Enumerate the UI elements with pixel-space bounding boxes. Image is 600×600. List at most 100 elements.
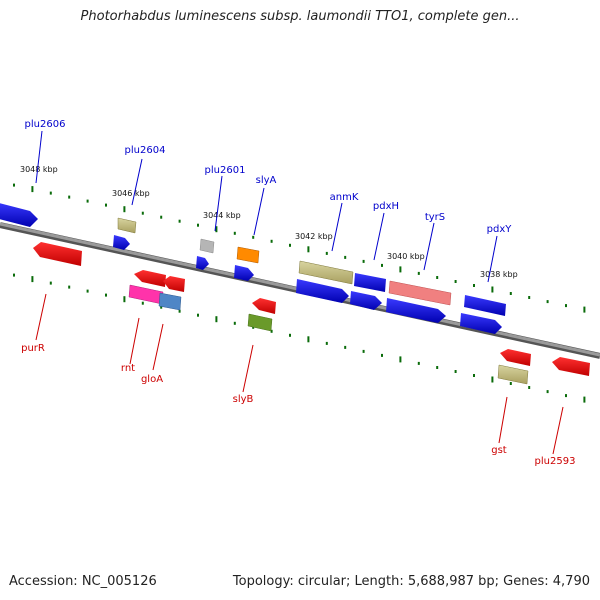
gene-label-plu2606[interactable]: plu2606 <box>25 119 66 130</box>
topology-summary: Topology: circular; Length: 5,688,987 bp… <box>232 574 590 589</box>
gene-block <box>113 235 130 250</box>
gene-block <box>33 242 82 266</box>
gene-label-anmK[interactable]: anmK <box>330 192 359 203</box>
minor-tick <box>233 231 236 235</box>
gene-label-plu2604[interactable]: plu2604 <box>125 145 166 156</box>
gene-block <box>354 273 386 292</box>
minor-tick <box>436 276 439 279</box>
major-tick <box>399 266 402 273</box>
gene-label-slyA[interactable]: slyA <box>256 175 277 186</box>
minor-tick <box>528 296 531 299</box>
scale-label: 3044 kbp <box>203 211 241 220</box>
minor-tick <box>417 361 420 365</box>
major-tick <box>123 296 126 303</box>
gene-label-slyB[interactable]: slyB <box>233 394 254 405</box>
minor-tick <box>528 386 531 389</box>
major-tick <box>307 336 310 343</box>
gene-block <box>252 298 276 314</box>
scale-ticks <box>13 183 586 403</box>
minor-tick <box>49 191 52 195</box>
map-title: Photorhabdus luminescens subsp. laumondi… <box>80 9 520 24</box>
major-tick <box>123 206 126 213</box>
minor-tick <box>141 211 144 215</box>
minor-tick <box>362 259 365 263</box>
gene-label-plu2593[interactable]: plu2593 <box>535 456 576 467</box>
scale-label: 3048 kbp <box>20 165 58 174</box>
minor-tick <box>289 333 291 337</box>
gene-block <box>134 270 166 287</box>
minor-tick <box>473 374 475 377</box>
gene-block <box>350 291 382 310</box>
minor-tick <box>509 292 512 295</box>
minor-tick <box>454 370 457 373</box>
gene-block <box>0 203 38 227</box>
minor-tick <box>509 382 512 385</box>
minor-tick <box>270 239 273 243</box>
minor-tick <box>454 280 457 283</box>
gene-label-plu2601[interactable]: plu2601 <box>205 165 246 176</box>
minor-tick <box>13 273 15 277</box>
major-tick <box>215 316 218 323</box>
minor-tick <box>13 183 15 187</box>
forward-leader-lines <box>35 130 498 283</box>
minor-tick <box>325 251 328 255</box>
gene-label-purR[interactable]: purR <box>21 343 45 354</box>
gene-block <box>460 313 502 334</box>
minor-tick <box>344 255 347 259</box>
forward-gene-blocks <box>0 203 506 334</box>
major-tick <box>491 286 494 293</box>
minor-tick <box>86 199 89 203</box>
minor-tick <box>362 349 365 353</box>
gene-block <box>497 364 529 385</box>
minor-tick <box>160 215 163 219</box>
minor-tick <box>141 301 144 305</box>
minor-tick <box>178 219 181 223</box>
minor-tick <box>381 353 383 357</box>
gene-block <box>117 217 137 234</box>
major-tick <box>583 396 586 403</box>
minor-tick <box>49 281 52 285</box>
minor-tick <box>289 243 291 247</box>
gene-label-pdxH[interactable]: pdxH <box>373 201 399 212</box>
reverse-gene-blocks <box>33 242 590 385</box>
gene-block <box>236 246 260 264</box>
gene-block <box>158 292 182 311</box>
gene-block <box>296 279 349 303</box>
minor-tick <box>344 345 347 349</box>
gene-block <box>500 349 531 366</box>
gene-label-rnt[interactable]: rnt <box>121 363 135 374</box>
gene-label-gst[interactable]: gst <box>491 445 507 456</box>
major-tick <box>583 306 586 313</box>
minor-tick <box>546 300 549 304</box>
minor-tick <box>160 305 163 309</box>
gene-block <box>247 313 273 332</box>
gene-label-pdxY[interactable]: pdxY <box>487 224 513 235</box>
minor-tick <box>417 271 420 275</box>
gene-label-tyrS[interactable]: tyrS <box>425 212 445 223</box>
gene-block <box>298 260 354 285</box>
gene-block <box>464 295 506 316</box>
gene-block <box>199 238 215 254</box>
major-tick <box>31 186 34 193</box>
minor-tick <box>546 390 549 394</box>
major-tick <box>399 356 402 363</box>
minor-tick <box>197 313 199 317</box>
minor-tick <box>381 263 383 267</box>
scale-label: 3038 kbp <box>480 270 518 279</box>
minor-tick <box>252 235 255 239</box>
scale-label: 3040 kbp <box>387 252 425 261</box>
gene-block <box>388 280 452 306</box>
gene-label-gloA[interactable]: gloA <box>141 374 163 385</box>
minor-tick <box>178 309 181 313</box>
minor-tick <box>325 341 328 345</box>
minor-tick <box>68 285 71 289</box>
major-tick <box>215 226 218 233</box>
minor-tick <box>68 195 71 199</box>
minor-tick <box>86 289 89 293</box>
major-tick <box>307 246 310 253</box>
scale-label: 3046 kbp <box>112 189 150 198</box>
gene-block <box>196 256 209 270</box>
accession-text: Accession: NC_005126 <box>9 574 157 589</box>
reverse-leader-lines <box>35 293 564 455</box>
